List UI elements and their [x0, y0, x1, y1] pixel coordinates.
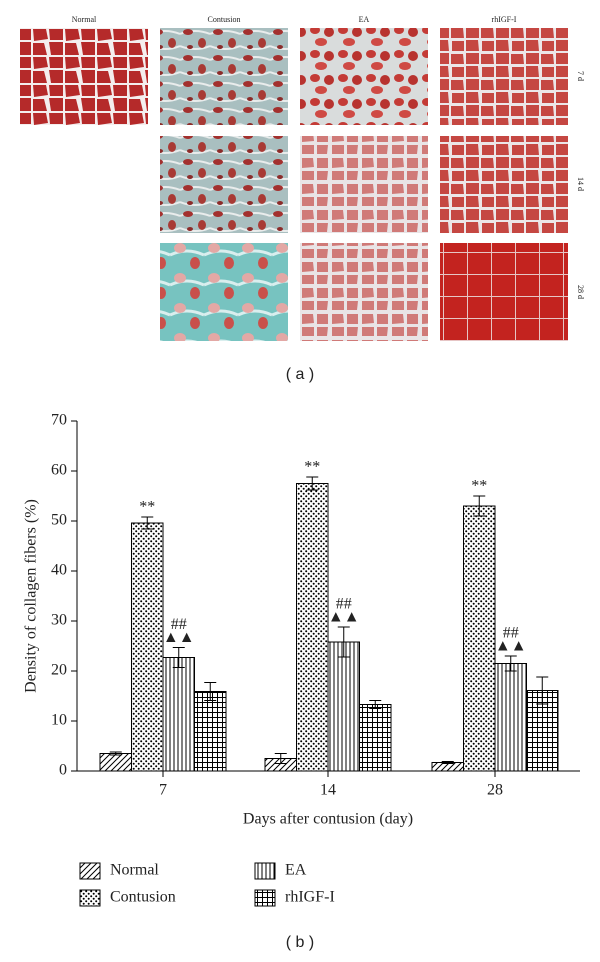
row-label: 7 d: [576, 71, 585, 81]
micrograph: [440, 136, 568, 233]
legend-swatch: [254, 862, 276, 880]
bar: [327, 641, 360, 772]
y-tick-label: 30: [51, 612, 67, 629]
micrograph: [160, 243, 288, 341]
bar: [463, 505, 496, 772]
micrograph: [160, 28, 288, 125]
significance-mark: ##: [171, 616, 187, 633]
error-bar: [274, 753, 287, 764]
y-tick-label: 60: [51, 462, 67, 479]
micrograph: [440, 28, 568, 125]
error-bar: [337, 626, 350, 658]
error-bar: [306, 476, 319, 491]
y-tick-label: 0: [59, 762, 67, 779]
bar: [131, 522, 164, 772]
panel-caption: ( b ): [286, 934, 314, 951]
micrograph: [300, 28, 428, 125]
legend-swatch: [79, 889, 101, 907]
error-bar: [109, 751, 122, 756]
significance-mark: ▲▲: [163, 629, 195, 646]
bar: [296, 483, 329, 772]
significance-mark: ▲▲: [328, 609, 360, 626]
bar: [494, 663, 527, 772]
significance-mark: **: [471, 478, 487, 495]
legend-label: rhIGF-I: [285, 889, 335, 906]
panel-caption: ( a ): [286, 366, 314, 383]
bar: [162, 657, 195, 772]
x-tick-label: 28: [487, 782, 503, 799]
error-bar: [204, 682, 217, 701]
y-tick-label: 50: [51, 512, 67, 529]
micrograph: [300, 243, 428, 341]
micrograph: [20, 28, 148, 125]
significance-mark: **: [304, 459, 320, 476]
micrograph: [160, 136, 288, 233]
error-bar: [536, 676, 549, 705]
x-tick-label: 7: [159, 782, 167, 799]
legend-label: Contusion: [110, 889, 176, 906]
y-tick-label: 10: [51, 712, 67, 729]
legend-swatch: [79, 862, 101, 880]
y-tick-label: 40: [51, 562, 67, 579]
column-label: EA: [359, 15, 370, 24]
row-label: 28 d: [576, 285, 585, 299]
y-tick-label: 20: [51, 662, 67, 679]
bar: [359, 704, 392, 772]
significance-mark: ▲▲: [495, 638, 527, 655]
significance-mark: ##: [336, 596, 352, 613]
error-bar: [441, 761, 454, 764]
error-bar: [172, 647, 185, 668]
error-bar: [504, 655, 517, 672]
legend-label: Normal: [110, 862, 159, 879]
error-bar: [141, 516, 154, 530]
column-label: rhIGF-I: [492, 15, 517, 24]
bar: [194, 691, 227, 772]
row-label: 14 d: [576, 177, 585, 191]
error-bar: [369, 700, 382, 709]
x-axis-label: Days after contusion (day): [243, 811, 413, 828]
legend-label: EA: [285, 862, 307, 879]
error-bar: [473, 495, 486, 517]
column-label: Contusion: [208, 15, 241, 24]
y-tick-label: 70: [51, 412, 67, 429]
significance-mark: ##: [503, 625, 519, 642]
column-label: Normal: [72, 15, 97, 24]
legend-swatch: [254, 889, 276, 907]
micrograph: [440, 243, 568, 341]
x-tick-label: 14: [320, 782, 336, 799]
significance-mark: **: [139, 499, 155, 516]
bar: [99, 753, 132, 772]
micrograph: [300, 136, 428, 233]
y-axis-label: Density of collagen fibers (%): [23, 499, 40, 693]
